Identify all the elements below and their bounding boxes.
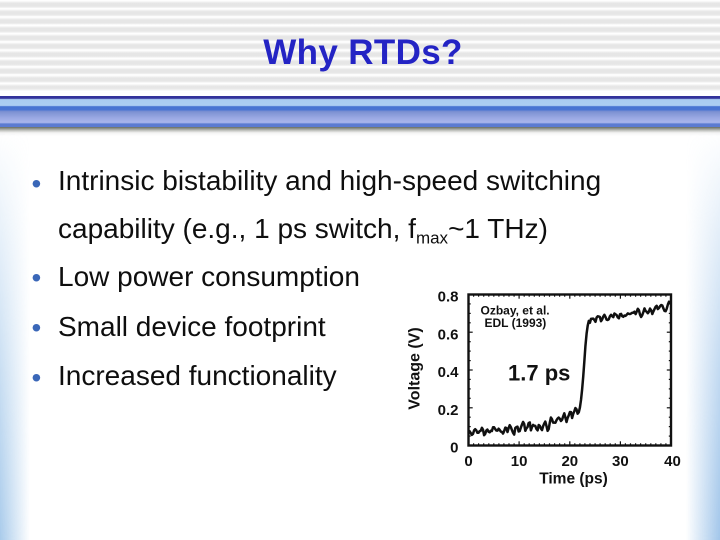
svg-text:0.4: 0.4 — [438, 364, 460, 381]
svg-text:0.8: 0.8 — [438, 289, 459, 306]
svg-text:0.2: 0.2 — [438, 402, 459, 419]
svg-text:EDL (1993): EDL (1993) — [485, 316, 547, 330]
svg-text:0: 0 — [464, 453, 472, 470]
svg-text:Voltage (V): Voltage (V) — [407, 327, 424, 409]
svg-text:30: 30 — [612, 453, 629, 470]
svg-text:10: 10 — [511, 453, 528, 470]
svg-text:Time (ps): Time (ps) — [539, 471, 608, 488]
svg-text:0.6: 0.6 — [438, 326, 459, 343]
svg-text:Ozbay, et al.: Ozbay, et al. — [481, 304, 550, 318]
svg-text:1.7 ps: 1.7 ps — [508, 361, 570, 386]
svg-text:40: 40 — [664, 453, 681, 470]
svg-text:20: 20 — [561, 453, 578, 470]
svg-text:0: 0 — [450, 440, 458, 457]
